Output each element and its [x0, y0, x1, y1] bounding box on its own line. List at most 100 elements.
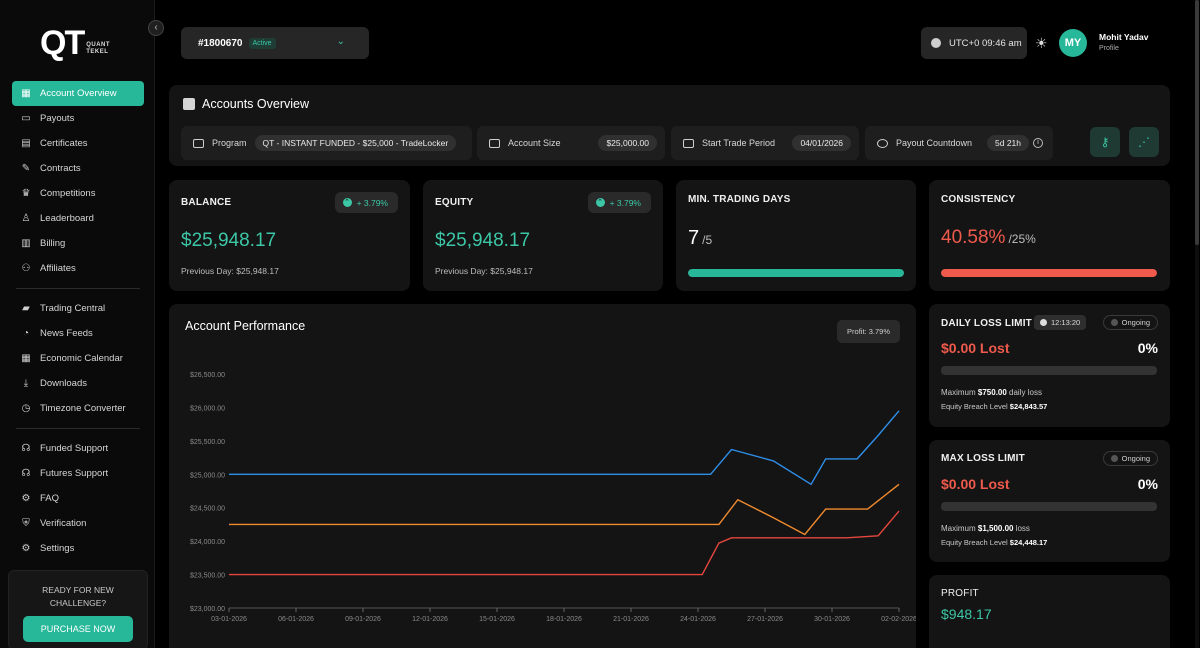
account-size-chip: Account Size $25,000.00 [477, 126, 665, 160]
chart-icon: ▰ [22, 303, 30, 314]
y-tick-label: $25,000.00 [190, 472, 225, 479]
sidebar-item-settings[interactable]: ⚙ Settings [12, 536, 144, 561]
sidebar-item-label: Competitions [40, 188, 96, 199]
scrollbar-thumb[interactable] [1195, 0, 1199, 245]
avatar[interactable]: MY [1059, 29, 1087, 57]
x-tick-label: 02-02-2026 [881, 616, 916, 623]
collapse-sidebar-button[interactable]: ‹ [148, 20, 164, 36]
share-button[interactable]: ⋰ [1129, 127, 1159, 157]
sidebar-item-trading-central[interactable]: ▰ Trading Central [12, 296, 144, 321]
sidebar-item-affiliates[interactable]: ⚇ Affiliates [12, 256, 144, 281]
sidebar-item-contracts[interactable]: ✎ Contracts [12, 156, 144, 181]
sidebar-item-futures-support[interactable]: ☊ Futures Support [12, 461, 144, 486]
calendar-icon: ▦ [21, 353, 31, 364]
series-line-2 [229, 483, 900, 536]
y-tick-label: $25,500.00 [190, 439, 225, 446]
rss-icon: ◔ [22, 328, 30, 339]
sidebar-item-funded-support[interactable]: ☊ Funded Support [12, 436, 144, 461]
sidebar-item-news-feeds[interactable]: ◔ News Feeds [12, 321, 144, 346]
faq-icon: ⚙ [21, 493, 31, 504]
performance-title: Account Performance [185, 319, 306, 333]
daily-loss-card: DAILY LOSS LIMIT 12:13:20 Ongoing $0.00 … [929, 304, 1170, 427]
sidebar-item-label: Downloads [40, 378, 87, 389]
x-tick-label: 03-01-2026 [211, 616, 247, 623]
clock-icon [931, 38, 941, 48]
sidebar-item-verification[interactable]: ⛨ Verification [12, 511, 144, 536]
balance-change-badge: ⌃ + 3.79% [334, 192, 398, 213]
max-loss-status: Ongoing [1102, 451, 1158, 466]
info-icon[interactable]: i [1033, 138, 1043, 148]
sidebar-item-label: News Feeds [40, 328, 93, 339]
equity-previous-day: Previous Day: $25,948.17 [435, 266, 533, 276]
equity-value: $25,948.17 [435, 230, 531, 251]
y-tick-label: $24,000.00 [190, 539, 225, 546]
time-display: UTC+0 09:46 am [921, 27, 1027, 59]
min-trading-days-progress-fill [688, 269, 904, 277]
equity-title: EQUITY [435, 197, 474, 208]
x-tick-label: 18-01-2026 [546, 616, 582, 623]
daily-loss-timer: 12:13:20 [1034, 315, 1087, 330]
logo[interactable]: QT QUANT TEKEL [40, 26, 110, 60]
sidebar-item-leaderboard[interactable]: ♙ Leaderboard [12, 206, 144, 231]
key-button[interactable]: ⚷ [1090, 127, 1120, 157]
accounts-overview-panel: Accounts Overview Program QT - INSTANT F… [169, 85, 1170, 166]
sidebar-item-payouts[interactable]: ▭ Payouts [12, 106, 144, 131]
program-chip: Program QT - INSTANT FUNDED - $25,000 - … [181, 126, 472, 160]
daily-loss-maximum: Maximum $750.00 daily loss [941, 388, 1042, 397]
briefcase-icon [193, 138, 204, 148]
sidebar-item-billing[interactable]: ▥ Billing [12, 231, 144, 256]
series-line-1 [229, 410, 900, 486]
sidebar-item-label: Futures Support [40, 468, 109, 479]
sidebar-nav: ▦ Account Overview ▭ Payouts ▤ Certificates ✎ C… [12, 81, 144, 561]
timezone-icon: ◷ [21, 403, 31, 414]
status-dot-icon [1110, 455, 1118, 462]
sidebar-item-label: Contracts [40, 163, 81, 174]
sidebar-item-economic-calendar[interactable]: ▦ Economic Calendar [12, 346, 144, 371]
sidebar-item-competitions[interactable]: ♛ Competitions [12, 181, 144, 206]
profile-link[interactable]: Profile [1099, 45, 1119, 52]
sidebar-item-label: Trading Central [40, 303, 106, 314]
program-value: QT - INSTANT FUNDED - $25,000 - TradeLoc… [254, 135, 457, 151]
sidebar-item-label: FAQ [40, 493, 60, 504]
share-icon: ⋰ [1138, 135, 1150, 149]
sidebar-item-label: Leaderboard [40, 213, 94, 224]
status-dot-icon [1110, 319, 1118, 326]
card-icon [489, 138, 500, 148]
theme-toggle-sun-icon[interactable]: ☀ [1035, 35, 1048, 51]
x-tick-label: 06-01-2026 [278, 616, 314, 623]
min-trading-days-value: 7/5 [688, 227, 713, 249]
min-trading-days-title: MIN. TRADING DAYS [688, 194, 791, 205]
calendar-icon [683, 138, 694, 148]
profit-badge: Profit: 3.79% [837, 320, 900, 343]
consistency-title: CONSISTENCY [941, 194, 1016, 205]
page-scrollbar[interactable] [1195, 0, 1199, 648]
sidebar-item-certificates[interactable]: ▤ Certificates [12, 131, 144, 156]
profit-title: PROFIT [941, 588, 979, 599]
balance-card: BALANCE ⌃ + 3.79% $25,948.17 Previous Da… [169, 180, 410, 291]
x-tick-label: 09-01-2026 [345, 616, 381, 623]
y-tick-label: $26,000.00 [190, 405, 225, 412]
accounts-overview-title: Accounts Overview [183, 97, 309, 111]
equity-change-badge: ⌃ + 3.79% [587, 192, 651, 213]
max-loss-breach-level: Equity Breach Level $24,448.17 [941, 538, 1048, 547]
medal-icon: ♙ [21, 213, 31, 224]
sidebar-item-faq[interactable]: ⚙ FAQ [12, 486, 144, 511]
sidebar-item-label: Account Overview [40, 88, 117, 99]
performance-chart: $23,000.00 $23,500.00 $24,000.00 $24,500.00… [190, 372, 916, 623]
chevron-down-icon: ⌄ [336, 36, 345, 47]
max-loss-card: MAX LOSS LIMIT Ongoing $0.00 Lost 0% Max… [929, 440, 1170, 562]
grid-icon: ▦ [21, 88, 31, 99]
sidebar-item-account-overview[interactable]: ▦ Account Overview [12, 81, 144, 106]
account-selector[interactable]: #1800670 Active ⌄ [181, 27, 369, 59]
sidebar-item-label: Payouts [40, 113, 75, 124]
x-tick-label: 27-01-2026 [747, 616, 783, 623]
logo-mark: QT [40, 24, 85, 62]
daily-loss-breach-level: Equity Breach Level $24,843.57 [941, 402, 1048, 411]
x-tick-label: 21-01-2026 [613, 616, 649, 623]
user-name[interactable]: Mohit Yadav [1099, 32, 1149, 42]
sidebar-item-downloads[interactable]: ⤓ Downloads [12, 371, 144, 396]
purchase-now-button[interactable]: PURCHASE NOW [23, 616, 133, 642]
sidebar-item-timezone-converter[interactable]: ◷ Timezone Converter [12, 396, 144, 421]
key-icon: ⚷ [1100, 135, 1110, 149]
certificate-icon: ▤ [21, 138, 31, 149]
